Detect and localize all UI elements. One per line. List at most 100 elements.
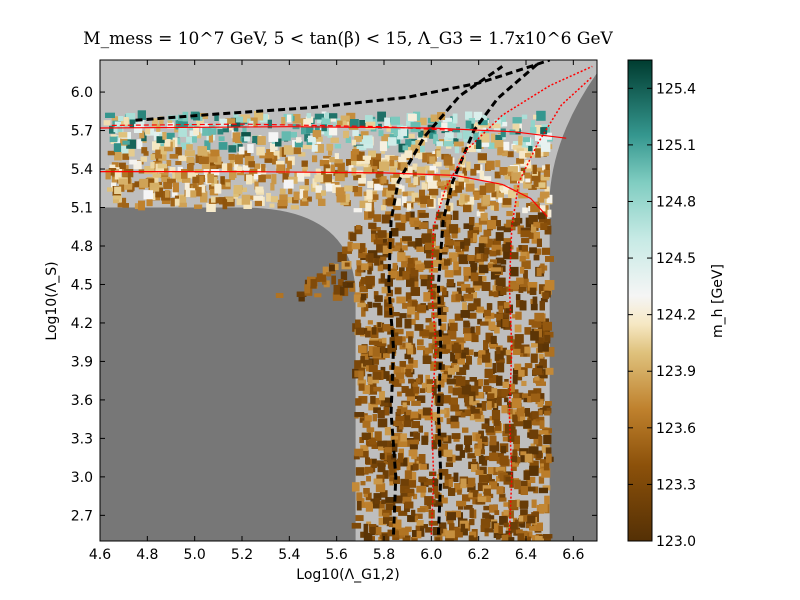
heatmap-cell bbox=[478, 218, 488, 225]
heatmap-cell bbox=[352, 186, 358, 193]
heatmap-cell bbox=[451, 233, 458, 239]
heatmap-cell bbox=[513, 393, 520, 399]
heatmap-cell bbox=[266, 193, 271, 202]
heatmap-cell bbox=[479, 170, 485, 181]
heatmap-cell bbox=[369, 340, 379, 345]
heatmap-cell bbox=[156, 136, 165, 144]
heatmap-cell bbox=[362, 420, 371, 428]
heatmap-cell bbox=[535, 133, 542, 141]
heatmap-cell bbox=[449, 322, 458, 331]
heatmap-cell bbox=[228, 145, 237, 153]
heatmap-cell bbox=[406, 191, 415, 196]
heatmap-cell bbox=[372, 347, 380, 357]
heatmap-cell bbox=[514, 340, 522, 350]
heatmap-cell bbox=[248, 161, 255, 168]
heatmap-cell bbox=[475, 433, 481, 442]
heatmap-cell bbox=[172, 182, 179, 193]
heatmap-cell bbox=[498, 452, 504, 457]
heatmap-cell bbox=[544, 495, 550, 505]
heatmap-cell bbox=[367, 320, 373, 325]
heatmap-cell bbox=[443, 141, 454, 147]
heatmap-cell bbox=[186, 157, 195, 163]
heatmap-cell bbox=[302, 171, 311, 177]
heatmap-cell bbox=[186, 144, 193, 150]
heatmap-cell bbox=[480, 123, 490, 128]
heatmap-cell bbox=[123, 169, 134, 178]
heatmap-cell bbox=[453, 472, 459, 482]
heatmap-cell bbox=[444, 132, 454, 139]
heatmap-cell bbox=[384, 296, 389, 302]
heatmap-cell bbox=[282, 173, 289, 183]
heatmap-cell bbox=[494, 189, 499, 194]
heatmap-cell bbox=[377, 418, 388, 428]
heatmap-cell bbox=[321, 190, 326, 196]
heatmap-cell bbox=[501, 115, 506, 125]
heatmap-cell bbox=[475, 306, 484, 313]
heatmap-cell bbox=[397, 129, 404, 140]
heatmap-cell bbox=[117, 126, 123, 134]
heatmap-cell bbox=[334, 162, 343, 167]
heatmap-cell bbox=[406, 203, 412, 211]
heatmap-cell bbox=[450, 421, 460, 429]
heatmap-cell bbox=[476, 403, 484, 408]
heatmap-cell bbox=[215, 197, 226, 204]
heatmap-cell bbox=[542, 247, 551, 255]
heatmap-cell bbox=[380, 397, 389, 407]
heatmap-cell bbox=[412, 305, 422, 312]
heatmap-cell bbox=[463, 274, 469, 282]
heatmap-cell bbox=[413, 220, 421, 225]
heatmap-cell bbox=[467, 477, 476, 487]
heatmap-cell bbox=[544, 225, 552, 235]
heatmap-cell bbox=[511, 527, 520, 533]
heatmap-cell bbox=[174, 171, 184, 180]
heatmap-cell bbox=[439, 379, 445, 388]
heatmap-cell bbox=[430, 175, 438, 184]
heatmap-cell bbox=[517, 533, 525, 541]
heatmap-cell bbox=[400, 162, 408, 172]
heatmap-cell bbox=[426, 501, 431, 510]
heatmap-cell bbox=[430, 361, 437, 371]
heatmap-cell bbox=[482, 195, 490, 205]
heatmap-cell bbox=[424, 241, 434, 250]
heatmap-cell bbox=[229, 155, 235, 166]
heatmap-cell bbox=[411, 278, 419, 287]
heatmap-cell bbox=[497, 226, 506, 231]
heatmap-cell bbox=[460, 310, 470, 318]
heatmap-cell bbox=[383, 353, 390, 358]
heatmap-cell bbox=[536, 450, 543, 458]
heatmap-cell bbox=[433, 500, 443, 507]
heatmap-cell bbox=[496, 476, 503, 482]
heatmap-cell bbox=[411, 400, 421, 406]
heatmap-cell bbox=[143, 190, 154, 200]
heatmap-cell bbox=[408, 360, 418, 368]
heatmap-cell bbox=[252, 135, 259, 143]
heatmap-cell bbox=[530, 120, 535, 128]
heatmap-cell bbox=[365, 330, 371, 338]
heatmap-cell bbox=[402, 145, 408, 151]
heatmap-cell bbox=[516, 413, 526, 422]
heatmap-cell bbox=[328, 113, 338, 119]
heatmap-cell bbox=[367, 253, 374, 263]
heatmap-cell bbox=[420, 527, 425, 537]
heatmap-cell bbox=[167, 117, 173, 124]
heatmap-cell bbox=[508, 500, 517, 509]
heatmap-cell bbox=[370, 227, 381, 232]
heatmap-cell bbox=[354, 187, 363, 197]
heatmap-cell bbox=[523, 470, 530, 480]
heatmap-cell bbox=[420, 277, 430, 287]
heatmap-cell bbox=[449, 202, 454, 211]
heatmap-cell bbox=[325, 179, 335, 186]
heatmap-cell bbox=[314, 174, 324, 183]
heatmap-cell bbox=[389, 155, 399, 161]
heatmap-cell bbox=[463, 320, 470, 328]
heatmap-cell bbox=[546, 408, 552, 414]
heatmap-cell bbox=[335, 173, 345, 182]
heatmap-cell bbox=[427, 228, 433, 237]
heatmap-cell bbox=[513, 348, 521, 355]
heatmap-cell bbox=[219, 118, 228, 129]
y-tick-label: 5.7 bbox=[71, 124, 93, 140]
heatmap-cell bbox=[368, 222, 377, 229]
heatmap-cell bbox=[397, 252, 406, 262]
heatmap-cell bbox=[479, 236, 488, 244]
heatmap-cell bbox=[432, 388, 437, 399]
